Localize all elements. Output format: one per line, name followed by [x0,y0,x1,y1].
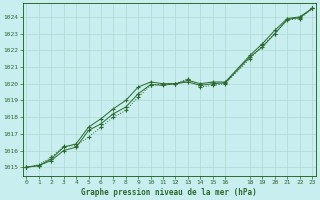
X-axis label: Graphe pression niveau de la mer (hPa): Graphe pression niveau de la mer (hPa) [81,188,257,197]
